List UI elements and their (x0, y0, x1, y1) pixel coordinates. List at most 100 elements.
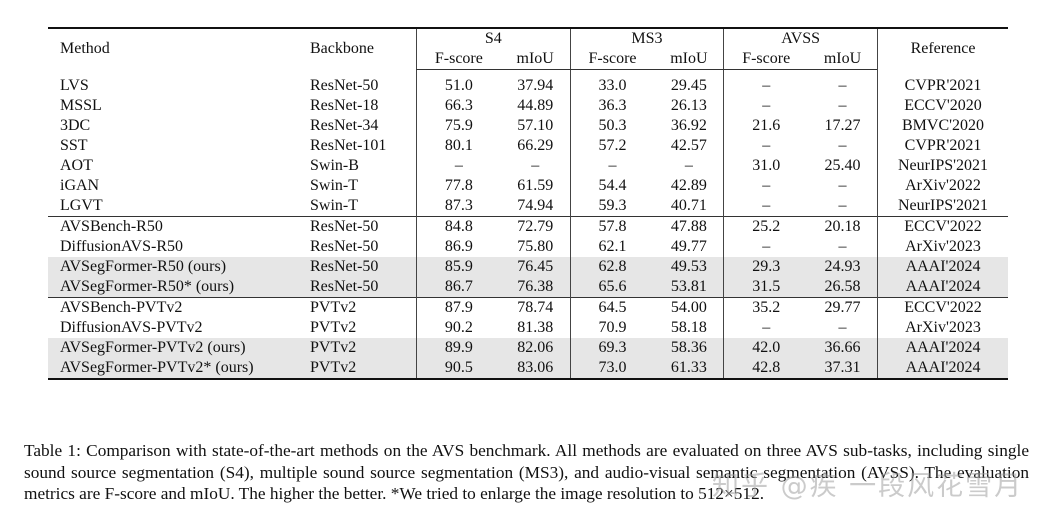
cell-value: 82.06 (500, 338, 571, 358)
table-row: AVSBench-PVTv2 PVTv2 87.9 78.74 64.5 54.00 35.… (48, 297, 1008, 318)
cell-value: – (838, 177, 847, 194)
cell-value: 29.77 (808, 297, 878, 318)
table-row: 3DC ResNet-34 75.9 57.10 50.3 36.92 21.6 17.27 B… (48, 116, 1008, 136)
cell-method: iGAN (60, 177, 100, 194)
results-table: Method Backbone S4 MS3 AVSS Reference F-… (48, 27, 1008, 380)
cell-reference: AAAI'2024 (877, 358, 1008, 380)
cell-value: 77.8 (415, 176, 501, 196)
cell-value: 90.2 (415, 318, 501, 338)
cell-value: – (723, 69, 809, 96)
header-metric: F-score (415, 49, 501, 70)
cell-backbone: PVTv2 (310, 319, 357, 336)
cell-backbone: ResNet-101 (310, 137, 387, 154)
cell-method: AOT (60, 157, 93, 174)
cell-reference: AAAI'2024 (877, 257, 1008, 277)
cell-value: – (723, 136, 809, 156)
cell-value: 36.66 (808, 338, 878, 358)
cell-value: 42.0 (723, 338, 809, 358)
cell-value: 26.58 (808, 277, 878, 298)
cell-value: 62.1 (569, 237, 655, 257)
cell-value: 58.18 (670, 319, 707, 336)
cell-value: 74.94 (517, 197, 554, 214)
table-row: AVSegFormer-R50* (ours) ResNet-50 86.7 76.3… (48, 277, 1008, 298)
cell-reference: ArXiv'2022 (877, 176, 1008, 196)
cell-value: 64.5 (569, 297, 655, 318)
cell-value: 57.10 (517, 117, 554, 134)
cell-value: 75.80 (517, 238, 554, 255)
cell-method: SST (60, 137, 88, 154)
table-caption: Table 1: Comparison with state-of-the-ar… (24, 441, 1029, 504)
cell-value: – (838, 77, 847, 94)
table-row: MSSL ResNet-18 66.3 44.89 36.3 26.13– – ECCV'20… (48, 96, 1008, 116)
cell-value: 73.0 (569, 358, 655, 380)
cell-value: 29.45 (670, 77, 707, 94)
cell-backbone: Swin-T (310, 197, 358, 214)
header-group-avss: AVSS (723, 27, 878, 49)
cell-backbone: ResNet-50 (304, 216, 417, 237)
cell-reference: ArXiv'2023 (877, 237, 1008, 257)
cell-reference: ECCV'2020 (877, 96, 1008, 116)
cell-reference: AAAI'2024 (877, 338, 1008, 358)
cell-backbone: PVTv2 (304, 338, 417, 358)
cell-value: – (723, 176, 809, 196)
cell-value: 20.18 (808, 216, 878, 237)
cell-value: 90.5 (415, 358, 501, 380)
cell-reference: NeurIPS'2021 (877, 196, 1008, 217)
cell-value: 24.93 (808, 257, 878, 277)
cell-value: 25.40 (824, 157, 861, 174)
cell-backbone: ResNet-50 (310, 238, 379, 255)
cell-value: – (838, 238, 847, 255)
cell-value: 36.3 (569, 96, 655, 116)
cell-value: 58.36 (654, 338, 724, 358)
cell-backbone: ResNet-18 (310, 97, 379, 114)
table-row: AVSegFormer-PVTv2* (ours) PVTv2 90.5 83.06 7… (48, 358, 1008, 380)
cell-value: 61.59 (517, 177, 554, 194)
header-metric: F-score (723, 49, 809, 70)
cell-reference: BMVC'2020 (877, 116, 1008, 136)
cell-value: 53.81 (654, 277, 724, 298)
cell-method: AVSBench-PVTv2 (48, 297, 304, 318)
cell-reference: CVPR'2021 (877, 69, 1008, 96)
cell-value: 89.9 (415, 338, 501, 358)
table-row: AVSegFormer-PVTv2 (ours) PVTv2 89.9 82.06 69… (48, 338, 1008, 358)
cell-backbone: ResNet-50 (304, 277, 417, 298)
cell-value: 42.8 (723, 358, 809, 380)
cell-reference: ArXiv'2023 (877, 318, 1008, 338)
cell-value: 57.8 (569, 216, 655, 237)
cell-value: 69.3 (569, 338, 655, 358)
table-row: AVSBench-R50 ResNet-50 84.8 72.79 57.8 47.88 2… (48, 216, 1008, 237)
cell-value: – (838, 137, 847, 154)
table-row: AVSegFormer-R50 (ours) ResNet-50 85.9 76.45… (48, 257, 1008, 277)
cell-value: 62.8 (569, 257, 655, 277)
header-group-ms3: MS3 (569, 27, 724, 49)
cell-value: – (723, 237, 809, 257)
cell-backbone: Swin-T (310, 177, 358, 194)
cell-method: 3DC (60, 117, 91, 134)
cell-value: 87.3 (415, 196, 501, 217)
cell-value: 49.53 (654, 257, 724, 277)
cell-value: – (569, 156, 655, 176)
cell-reference: NeurIPS'2021 (877, 156, 1008, 176)
cell-value: 78.74 (500, 297, 571, 318)
cell-value: 37.31 (808, 358, 878, 380)
cell-backbone: ResNet-50 (304, 257, 417, 277)
cell-value: – (838, 319, 847, 336)
cell-method: LGVT (60, 197, 103, 214)
cell-value: 66.3 (415, 96, 501, 116)
cell-value: – (838, 197, 847, 214)
cell-backbone: ResNet-34 (310, 117, 379, 134)
cell-value: 81.38 (517, 319, 554, 336)
cell-backbone: PVTv2 (304, 358, 417, 380)
cell-value: 70.9 (569, 318, 655, 338)
cell-value: 37.94 (517, 77, 554, 94)
cell-value: – (838, 97, 847, 114)
table-row: SST ResNet-101 80.1 66.29 57.2 42.57– – CVPR'20… (48, 136, 1008, 156)
cell-reference: ECCV'2022 (877, 216, 1008, 237)
table-group-pvtv2: AVSBench-PVTv2 PVTv2 87.9 78.74 64.5 54.00 35.… (48, 297, 1008, 380)
cell-method: LVS (60, 76, 89, 94)
cell-value: 86.9 (415, 237, 501, 257)
cell-value: 75.9 (415, 116, 501, 136)
cell-value: 50.3 (569, 116, 655, 136)
cell-value: 26.13 (670, 97, 707, 114)
header-metric: mIoU (808, 49, 878, 70)
